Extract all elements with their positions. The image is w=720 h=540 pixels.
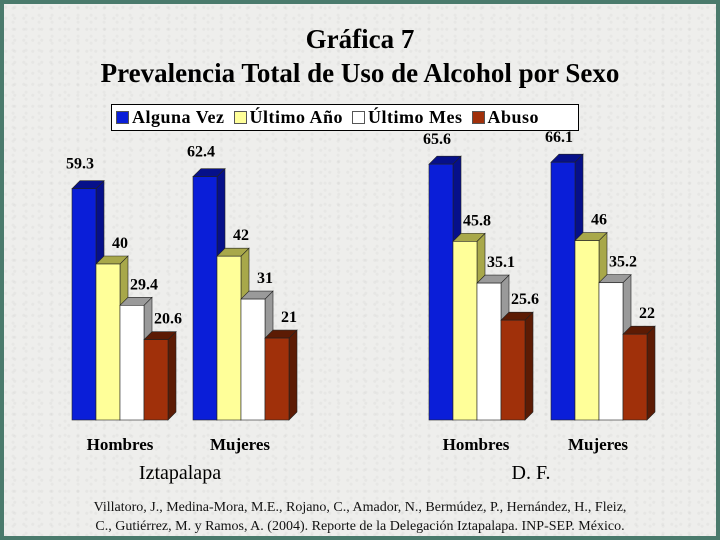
data-label: 22: [639, 305, 655, 322]
bar-front: [598, 282, 624, 421]
data-label: 65.6: [423, 131, 451, 148]
group-label-iztapalapa: Iztapalapa: [138, 462, 222, 484]
bar-front: [428, 163, 454, 421]
data-label: 35.2: [609, 254, 637, 271]
data-label: 29.4: [130, 276, 158, 293]
source-line-1: Villatoro, J., Medina-Mora, M.E., Rojano…: [93, 500, 627, 515]
bar-front: [574, 240, 600, 421]
bar-side: [167, 330, 177, 421]
bar: [143, 330, 177, 421]
data-label: 45.8: [463, 212, 491, 229]
bar-front: [216, 255, 242, 421]
bar-front: [476, 282, 502, 421]
bar-front: [240, 298, 266, 421]
legend-swatch: [116, 111, 129, 124]
chart-subtitle: Prevalencia Total de Uso de Alcohol por …: [100, 58, 620, 88]
bar-side: [524, 311, 534, 421]
bar-side: [288, 329, 298, 421]
legend-label: Alguna Vez: [132, 107, 225, 127]
data-label: 46: [591, 212, 607, 229]
legend-swatch: [352, 111, 366, 124]
bar-front: [71, 188, 97, 421]
data-label: 25.6: [511, 291, 539, 308]
bar-chart: 59.3 40 29.4 20.6 62.4 42 31 21 65.6 45.8 35.1 25.6…: [66, 129, 656, 421]
category-label-hombres: Hombres: [442, 435, 510, 454]
bar-front: [550, 161, 576, 421]
data-label: 66.1: [545, 129, 573, 146]
bar: [622, 325, 656, 421]
bar-front: [264, 337, 290, 421]
bar-front: [622, 333, 648, 421]
legend-swatch: [471, 111, 485, 124]
data-label: 20.6: [154, 311, 182, 328]
bar-front: [95, 263, 121, 421]
source-line-2: C., Gutiérrez, M. y Ramos, A. (2004). Re…: [95, 519, 625, 534]
category-label-mujeres: Mujeres: [567, 435, 629, 454]
legend-item-alguna-vez: Alguna Vez: [116, 107, 225, 128]
legend-label: Último Año: [249, 107, 344, 127]
category-label-mujeres: Mujeres: [209, 435, 271, 454]
legend: Alguna Vez Último Año Último Mes Abuso: [111, 104, 579, 131]
bar: [500, 311, 534, 421]
legend-item-ultimo-ano: Último Año: [233, 107, 344, 128]
data-label: 42: [233, 227, 249, 244]
bar-side: [646, 325, 656, 421]
bar-front: [452, 241, 478, 421]
legend-item-abuso: Abuso: [471, 107, 540, 128]
data-label: 35.1: [487, 254, 515, 271]
bar-front: [192, 176, 218, 421]
data-label: 31: [257, 270, 273, 287]
legend-item-ultimo-mes: Último Mes: [352, 107, 462, 128]
bar: [550, 153, 584, 421]
legend-label: Abuso: [487, 107, 540, 127]
bar: [264, 329, 298, 421]
bar-front: [500, 319, 526, 421]
source-citation: Villatoro, J., Medina-Mora, M.E., Rojano…: [24, 498, 696, 536]
slide: Gráfica 7 Prevalencia Total de Uso de Al…: [4, 4, 716, 536]
data-label: 62.4: [187, 144, 215, 161]
data-label: 59.3: [66, 156, 94, 173]
category-label-hombres: Hombres: [86, 435, 154, 454]
bar-front: [119, 305, 145, 421]
legend-label: Último Mes: [368, 107, 463, 127]
group-label-df: D. F.: [511, 462, 551, 484]
legend-swatch: [233, 111, 247, 124]
bar-front: [143, 339, 169, 421]
data-label: 21: [281, 309, 297, 326]
data-label: 40: [112, 235, 128, 252]
chart-title: Gráfica 7: [305, 24, 415, 54]
